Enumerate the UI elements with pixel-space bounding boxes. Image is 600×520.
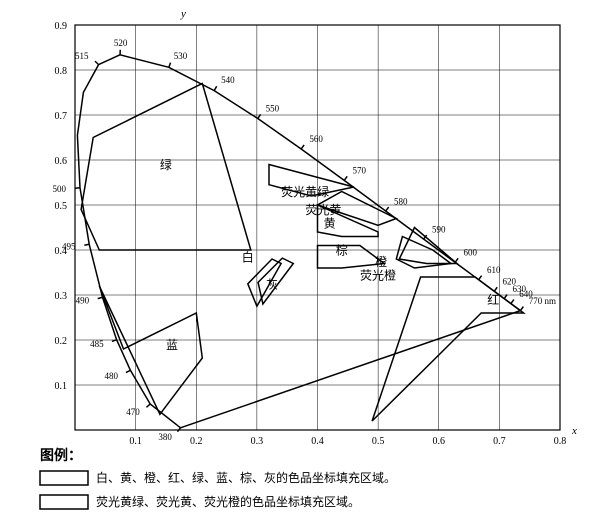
wavelength-label: 580 (394, 196, 408, 206)
y-tick-label: 0.9 (55, 21, 68, 32)
x-tick-label: 0.7 (493, 436, 506, 447)
x-tick-label: 0.2 (190, 436, 203, 447)
region-label-green: 绿 (160, 157, 172, 172)
wavelength-label: 560 (309, 134, 323, 144)
x-tick-label: 0.3 (251, 436, 264, 447)
y-tick-label: 0.7 (55, 111, 68, 122)
wavelength-label: 380 (158, 432, 172, 442)
x-tick-label: 0.1 (129, 436, 142, 447)
region-label-red: 红 (487, 292, 499, 307)
wavelength-label: 570 (353, 166, 367, 176)
chromaticity-diagram: 0.10.20.30.40.50.60.70.80.10.20.30.40.50… (0, 0, 600, 520)
wavelength-label: 610 (487, 265, 501, 275)
region-label-white: 白 (242, 249, 254, 264)
spectral-locus (77, 55, 520, 428)
wavelength-label: 550 (266, 104, 280, 114)
legend-item-text: 白、黄、橙、红、绿、蓝、棕、灰的色品坐标填充区域。 (96, 470, 396, 485)
x-tick-label: 0.8 (554, 436, 567, 447)
y-axis-label: y (180, 8, 186, 20)
y-tick-label: 0.5 (55, 201, 68, 212)
wavelength-label: 530 (174, 51, 188, 61)
y-tick-label: 0.2 (55, 336, 68, 347)
region-blue (99, 286, 202, 414)
x-tick-label: 0.5 (372, 436, 385, 447)
wavelength-label: 490 (76, 296, 90, 306)
wavelength-label: 495 (62, 242, 76, 252)
wavelength-label: 470 (126, 407, 140, 417)
region-red (372, 277, 523, 421)
legend-title: 图例： (40, 447, 82, 464)
region-label-blue: 蓝 (166, 338, 178, 352)
region-label-fl_y: 荧光黄 (305, 203, 341, 217)
region-label-yellow: 黄 (324, 217, 336, 231)
region-label-fl_yg: 荧光黄绿 (281, 184, 329, 199)
region-label-orange: 橙 (375, 254, 387, 269)
wavelength-label: 540 (221, 75, 235, 85)
region-label-brown: 棕 (336, 243, 348, 258)
y-tick-label: 0.8 (55, 66, 68, 77)
wavelength-label: 480 (104, 371, 118, 381)
wavelength-label: 770 nm (529, 296, 556, 306)
wavelength-label: 520 (114, 38, 128, 48)
chart-svg: 0.10.20.30.40.50.60.70.80.10.20.30.40.50… (0, 0, 600, 520)
x-axis-label: x (571, 425, 577, 437)
legend-item-text: 荧光黄绿、荧光黄、荧光橙的色品坐标填充区域。 (96, 494, 360, 509)
wavelength-label: 600 (463, 248, 477, 258)
y-tick-label: 0.6 (55, 156, 68, 167)
legend-swatch (40, 495, 88, 509)
wavelength-label: 485 (90, 339, 104, 349)
region-label-grey: 灰 (266, 277, 278, 291)
wavelength-label: 515 (75, 51, 89, 61)
y-tick-label: 0.3 (55, 291, 68, 302)
y-tick-label: 0.1 (55, 381, 68, 392)
wavelength-label: 500 (53, 184, 67, 194)
wavelength-label: 590 (432, 224, 446, 234)
region-label-fl_o: 荧光橙 (360, 267, 396, 282)
x-tick-label: 0.4 (311, 436, 324, 447)
legend-swatch (40, 471, 88, 485)
x-tick-label: 0.6 (433, 436, 446, 447)
